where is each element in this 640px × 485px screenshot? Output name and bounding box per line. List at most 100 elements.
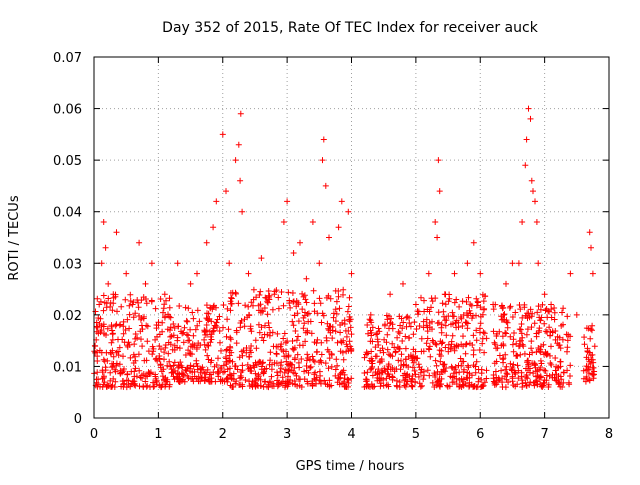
data-point	[541, 320, 548, 327]
data-point	[376, 370, 383, 377]
data-point	[109, 347, 116, 354]
data-point	[187, 280, 194, 287]
data-point	[328, 350, 335, 357]
data-point	[445, 348, 452, 355]
data-point	[313, 374, 320, 381]
data-point	[551, 309, 558, 316]
data-point	[187, 343, 194, 350]
data-point	[491, 382, 498, 388]
data-point	[510, 382, 517, 389]
data-point	[133, 373, 140, 380]
data-point	[532, 361, 538, 368]
data-point	[348, 375, 355, 382]
data-point	[537, 373, 544, 380]
data-point	[248, 328, 255, 335]
data-point	[237, 375, 243, 382]
data-point	[301, 292, 308, 299]
data-point	[404, 371, 411, 378]
data-point	[463, 340, 470, 347]
data-point	[307, 364, 314, 371]
data-point	[589, 351, 596, 358]
data-point	[515, 260, 522, 267]
data-point	[130, 314, 137, 321]
data-point	[138, 336, 144, 343]
data-point	[504, 324, 511, 331]
data-point	[552, 367, 559, 374]
data-point	[134, 334, 141, 341]
data-point	[402, 333, 409, 340]
y-tick-label: 0.06	[53, 103, 82, 118]
data-point	[372, 369, 379, 375]
data-point	[110, 291, 117, 298]
data-point	[183, 331, 190, 338]
data-point	[252, 383, 259, 390]
data-point	[235, 141, 242, 148]
data-point	[537, 357, 544, 364]
data-point	[279, 374, 286, 381]
data-point	[273, 351, 280, 358]
y-tick-label: 0.02	[53, 309, 82, 324]
data-point	[185, 305, 192, 312]
data-point	[589, 322, 596, 329]
data-point	[158, 368, 165, 375]
data-point	[523, 331, 530, 338]
y-tick-label: 0.03	[53, 257, 82, 272]
data-point	[587, 335, 594, 342]
data-point	[257, 301, 264, 308]
data-point	[446, 383, 453, 390]
data-point	[300, 325, 307, 332]
data-point	[122, 296, 129, 303]
data-point	[400, 280, 406, 287]
data-point	[433, 362, 440, 369]
data-point	[406, 320, 413, 326]
data-point	[523, 374, 529, 380]
data-point	[301, 320, 308, 327]
data-point	[232, 157, 239, 164]
data-point	[549, 371, 556, 378]
data-point	[256, 329, 263, 336]
data-point	[204, 352, 211, 359]
data-point	[515, 343, 522, 350]
data-point	[275, 294, 282, 301]
data-point	[152, 373, 159, 380]
data-point	[337, 348, 344, 355]
data-point	[122, 327, 129, 333]
data-point	[180, 339, 187, 346]
data-point	[418, 335, 425, 342]
data-point	[127, 354, 134, 361]
data-point	[378, 375, 385, 382]
data-point	[462, 341, 469, 348]
data-point	[408, 378, 414, 384]
data-point	[531, 382, 538, 389]
data-point	[402, 383, 409, 390]
data-point	[316, 260, 323, 267]
data-point	[502, 373, 508, 380]
data-point	[420, 348, 427, 355]
y-tick-label: 0.07	[53, 51, 82, 66]
data-point	[368, 332, 375, 339]
data-point	[289, 318, 296, 325]
data-point	[340, 380, 347, 387]
data-point	[453, 317, 460, 324]
data-point	[246, 353, 252, 360]
data-point	[534, 381, 541, 388]
data-point	[470, 239, 477, 246]
data-point	[340, 356, 347, 363]
data-point	[94, 353, 101, 360]
data-point	[406, 314, 412, 321]
data-point	[555, 373, 562, 379]
data-point	[225, 326, 232, 333]
data-point	[432, 357, 439, 364]
data-point	[416, 323, 423, 329]
data-point	[470, 362, 477, 369]
data-point	[245, 270, 252, 277]
data-point	[226, 260, 233, 267]
data-point	[533, 349, 540, 355]
data-point	[239, 383, 246, 390]
data-point	[448, 321, 454, 328]
data-point	[126, 325, 133, 332]
data-point	[459, 358, 466, 365]
data-point	[213, 319, 220, 326]
data-point	[292, 328, 299, 334]
